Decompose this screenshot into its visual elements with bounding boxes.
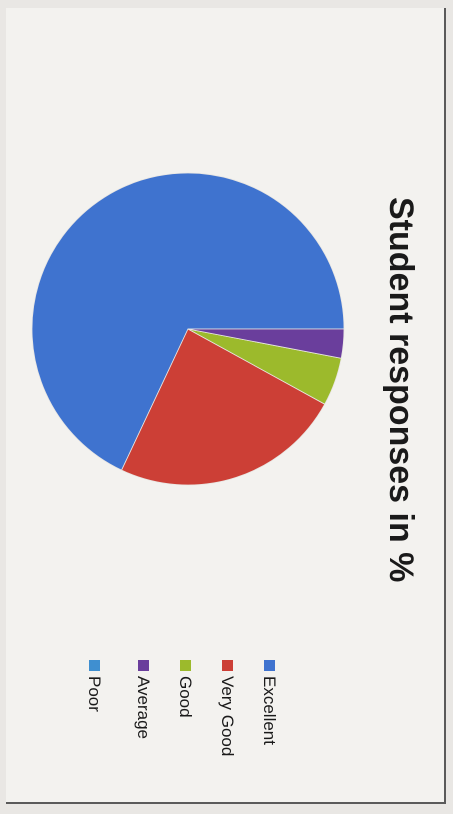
pie-slices [31,172,345,486]
legend-item-average: Average [134,660,153,739]
pie-slice-very-good [121,328,326,486]
legend-label-excellent: Excellent [260,676,279,745]
legend-label-good: Good [176,676,195,718]
legend-label-average: Average [134,676,153,739]
pie-slice-average [187,328,345,359]
legend-swatch-average [138,660,149,671]
legend-label-poor: Poor [85,676,104,712]
legend-swatch-very-good [222,660,233,671]
legend-label-very-good: Very Good [218,676,237,756]
legend-item-poor: Poor [85,660,104,712]
legend-item-excellent: Excellent [260,660,279,745]
legend-swatch-excellent [264,660,275,671]
chart-title: Student responses in % [382,197,420,582]
legend-item-very-good: Very Good [218,660,237,756]
pie-slice-excellent [31,172,345,471]
legend-swatch-good [180,660,191,671]
legend: Excellent Very Good Good Average Poor [85,660,279,756]
legend-swatch-poor [89,660,100,671]
legend-item-good: Good [176,660,195,718]
